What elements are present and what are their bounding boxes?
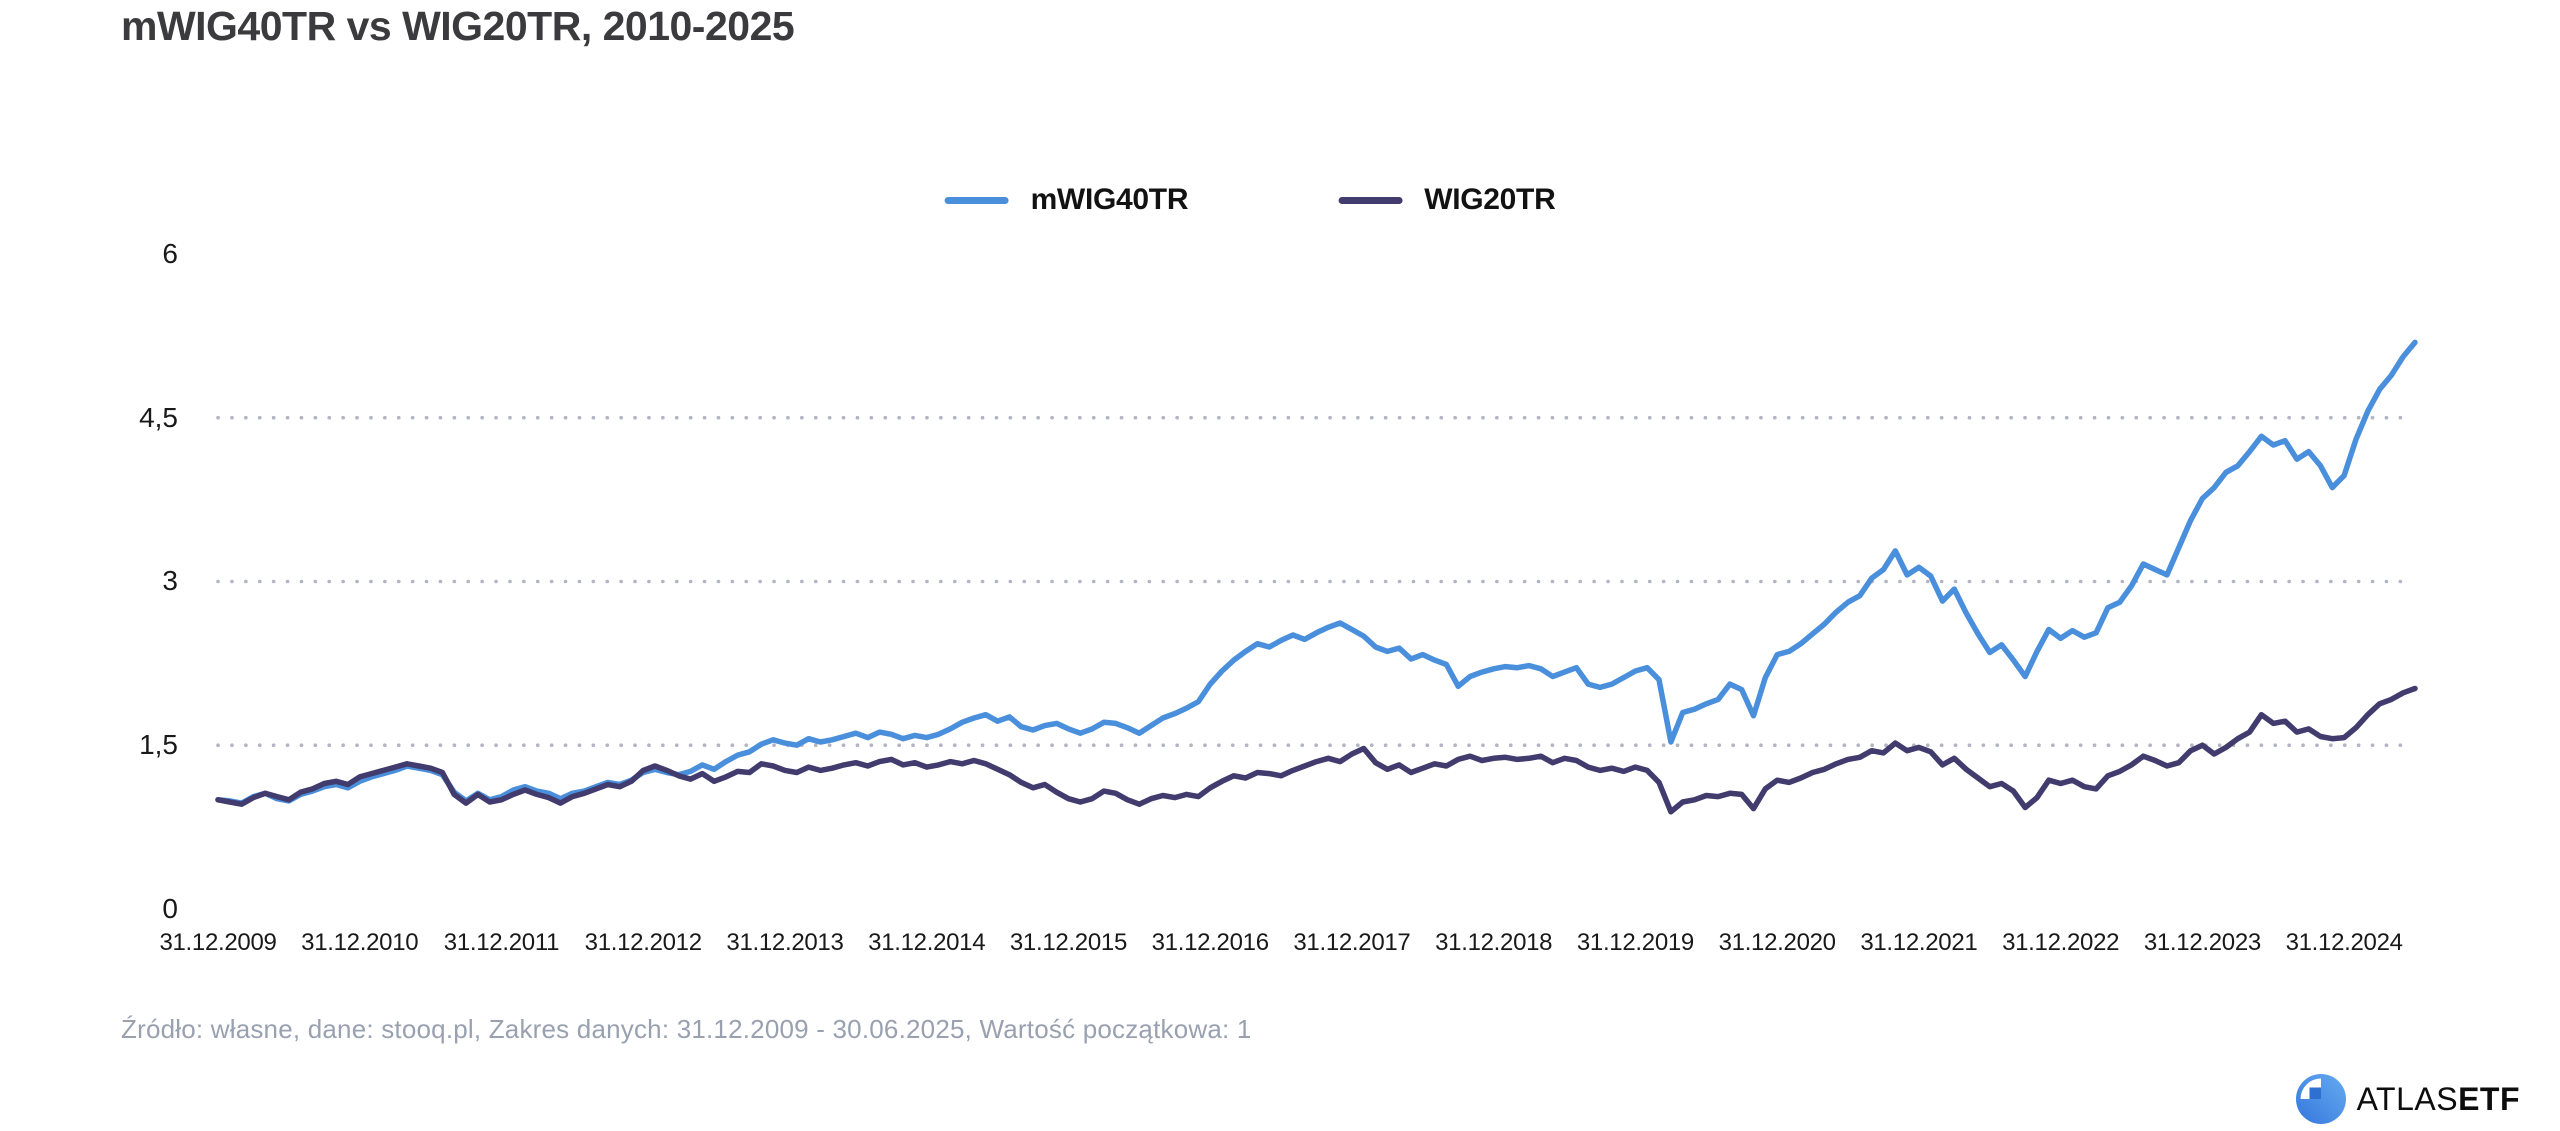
x-axis-label-31.12.2010: 31.12.2010: [301, 929, 419, 956]
x-axis-label-31.12.2021: 31.12.2021: [1860, 929, 1978, 956]
legend-label: WIG20TR: [1424, 183, 1556, 216]
x-axis-label-31.12.2017: 31.12.2017: [1293, 929, 1411, 956]
chart-legend: mWIG40TR WIG20TR: [944, 183, 1556, 217]
x-axis-label-31.12.2023: 31.12.2023: [2143, 929, 2261, 956]
legend-label: mWIG40TR: [1030, 183, 1189, 216]
x-axis-label-31.12.2009: 31.12.2009: [159, 929, 277, 956]
atlas-etf-logo: ATLAS ETF: [2295, 1074, 2520, 1124]
legend-item-wig20tr: WIG20TR: [1338, 183, 1556, 217]
x-axis-label-31.12.2014: 31.12.2014: [868, 929, 986, 956]
x-axis-label-31.12.2013: 31.12.2013: [726, 929, 844, 956]
series-line-wig20tr: [215, 685, 2418, 815]
legend-swatch-icon-mwig40tr: [944, 196, 1009, 204]
y-axis-label-3: 3: [162, 565, 178, 597]
legend-item-mwig40tr: mWIG40TR: [944, 183, 1189, 217]
logo-text: ATLAS ETF: [2357, 1081, 2520, 1118]
x-axis-label-31.12.2018: 31.12.2018: [1435, 929, 1553, 956]
chart-title: mWIG40TR vs WIG20TR, 2010-2025: [121, 3, 795, 49]
pie-chart-logo-icon: [2295, 1074, 2346, 1124]
x-axis-label-31.12.2020: 31.12.2020: [1718, 929, 1836, 956]
x-axis-label-31.12.2024: 31.12.2024: [2285, 929, 2403, 956]
source-note: Źródło: własne, dane: stooq.pl, Zakres d…: [121, 1014, 1252, 1044]
y-axis-label-0: 0: [162, 893, 178, 924]
legend-swatch-icon-wig20tr: [1338, 196, 1403, 204]
x-axis-label-31.12.2012: 31.12.2012: [584, 929, 702, 956]
x-axis-label-31.12.2011: 31.12.2011: [443, 929, 560, 956]
logo-suffix: ETF: [2458, 1080, 2520, 1117]
y-axis-label-4,5: 4,5: [139, 401, 178, 433]
x-axis-label-31.12.2015: 31.12.2015: [1009, 929, 1127, 956]
logo-brand: ATLAS: [2356, 1080, 2459, 1117]
series-line-mwig40tr: [215, 339, 2418, 806]
x-axis-label-31.12.2022: 31.12.2022: [2002, 929, 2120, 956]
x-axis-label-31.12.2019: 31.12.2019: [1576, 929, 1694, 956]
y-axis-label-6: 6: [162, 237, 178, 269]
y-axis-label-1,5: 1,5: [139, 729, 178, 761]
x-axis-label-31.12.2016: 31.12.2016: [1151, 929, 1269, 956]
